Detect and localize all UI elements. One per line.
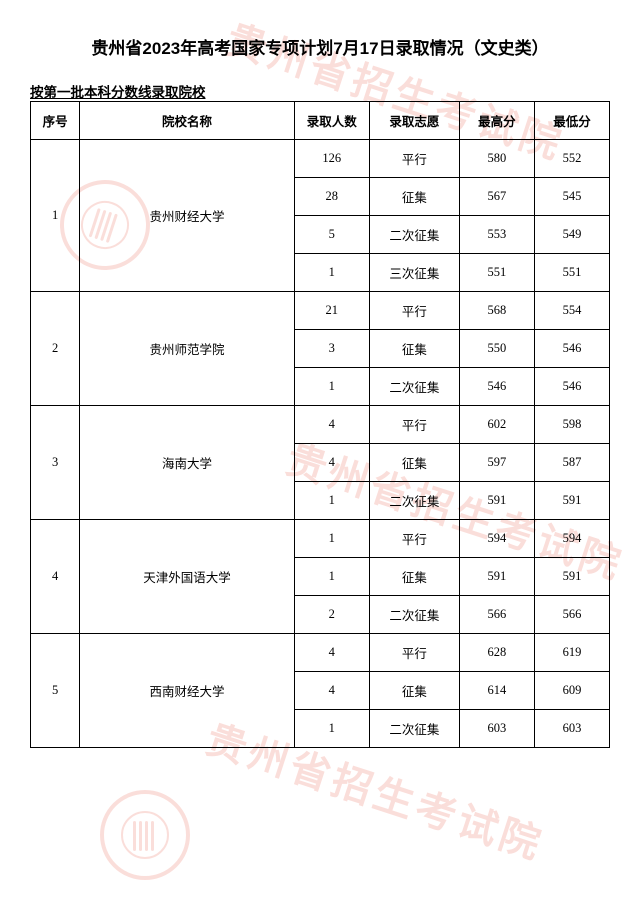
cell-count: 21 [294, 292, 369, 330]
cell-high: 614 [459, 672, 534, 710]
cell-count: 1 [294, 710, 369, 748]
cell-high: 603 [459, 710, 534, 748]
table-subtitle: 按第一批本科分数线录取院校 [30, 81, 610, 101]
cell-count: 1 [294, 482, 369, 520]
cell-high: 566 [459, 596, 534, 634]
cell-low: 566 [534, 596, 609, 634]
cell-low: 549 [534, 216, 609, 254]
cell-type: 平行 [369, 406, 459, 444]
cell-school-name: 海南大学 [80, 406, 294, 520]
cell-high: 591 [459, 482, 534, 520]
table-row: 5西南财经大学4平行628619 [31, 634, 610, 672]
cell-type: 平行 [369, 140, 459, 178]
cell-type: 二次征集 [369, 710, 459, 748]
cell-type: 征集 [369, 178, 459, 216]
admission-table: 序号 院校名称 录取人数 录取志愿 最高分 最低分 1贵州财经大学126平行58… [30, 101, 610, 748]
cell-school-name: 贵州师范学院 [80, 292, 294, 406]
cell-count: 4 [294, 406, 369, 444]
cell-high: 568 [459, 292, 534, 330]
cell-type: 征集 [369, 444, 459, 482]
cell-count: 4 [294, 634, 369, 672]
table-body: 1贵州财经大学126平行58055228征集5675455二次征集5535491… [31, 140, 610, 748]
cell-count: 4 [294, 444, 369, 482]
cell-seq: 5 [31, 634, 80, 748]
page-title: 贵州省2023年高考国家专项计划7月17日录取情况（文史类） [30, 34, 610, 59]
cell-type: 平行 [369, 634, 459, 672]
cell-type: 征集 [369, 672, 459, 710]
cell-count: 126 [294, 140, 369, 178]
cell-type: 二次征集 [369, 482, 459, 520]
header-name: 院校名称 [80, 102, 294, 140]
cell-count: 4 [294, 672, 369, 710]
cell-school-name: 西南财经大学 [80, 634, 294, 748]
cell-low: 609 [534, 672, 609, 710]
cell-count: 28 [294, 178, 369, 216]
cell-type: 平行 [369, 292, 459, 330]
cell-type: 征集 [369, 558, 459, 596]
cell-low: 587 [534, 444, 609, 482]
watermark-seal [100, 790, 190, 880]
cell-low: 546 [534, 330, 609, 368]
cell-type: 二次征集 [369, 368, 459, 406]
header-count: 录取人数 [294, 102, 369, 140]
cell-high: 602 [459, 406, 534, 444]
document-content: 贵州省2023年高考国家专项计划7月17日录取情况（文史类） 按第一批本科分数线… [0, 0, 640, 748]
cell-count: 1 [294, 520, 369, 558]
cell-type: 二次征集 [369, 596, 459, 634]
cell-type: 二次征集 [369, 216, 459, 254]
cell-low: 545 [534, 178, 609, 216]
cell-high: 594 [459, 520, 534, 558]
cell-low: 603 [534, 710, 609, 748]
table-row: 1贵州财经大学126平行580552 [31, 140, 610, 178]
cell-count: 1 [294, 368, 369, 406]
cell-type: 三次征集 [369, 254, 459, 292]
cell-low: 546 [534, 368, 609, 406]
cell-high: 580 [459, 140, 534, 178]
cell-high: 551 [459, 254, 534, 292]
cell-high: 591 [459, 558, 534, 596]
cell-low: 552 [534, 140, 609, 178]
table-row: 3海南大学4平行602598 [31, 406, 610, 444]
cell-school-name: 天津外国语大学 [80, 520, 294, 634]
cell-high: 550 [459, 330, 534, 368]
cell-seq: 3 [31, 406, 80, 520]
cell-high: 546 [459, 368, 534, 406]
table-row: 4天津外国语大学1平行594594 [31, 520, 610, 558]
cell-count: 2 [294, 596, 369, 634]
cell-low: 591 [534, 558, 609, 596]
cell-school-name: 贵州财经大学 [80, 140, 294, 292]
header-high: 最高分 [459, 102, 534, 140]
cell-low: 591 [534, 482, 609, 520]
cell-seq: 2 [31, 292, 80, 406]
cell-low: 594 [534, 520, 609, 558]
cell-high: 628 [459, 634, 534, 672]
header-low: 最低分 [534, 102, 609, 140]
cell-seq: 4 [31, 520, 80, 634]
table-header-row: 序号 院校名称 录取人数 录取志愿 最高分 最低分 [31, 102, 610, 140]
cell-high: 597 [459, 444, 534, 482]
cell-count: 3 [294, 330, 369, 368]
header-seq: 序号 [31, 102, 80, 140]
table-row: 2贵州师范学院21平行568554 [31, 292, 610, 330]
cell-high: 553 [459, 216, 534, 254]
cell-count: 5 [294, 216, 369, 254]
cell-type: 平行 [369, 520, 459, 558]
header-type: 录取志愿 [369, 102, 459, 140]
cell-seq: 1 [31, 140, 80, 292]
cell-low: 554 [534, 292, 609, 330]
cell-low: 619 [534, 634, 609, 672]
cell-count: 1 [294, 558, 369, 596]
cell-count: 1 [294, 254, 369, 292]
cell-type: 征集 [369, 330, 459, 368]
cell-low: 551 [534, 254, 609, 292]
cell-high: 567 [459, 178, 534, 216]
cell-low: 598 [534, 406, 609, 444]
